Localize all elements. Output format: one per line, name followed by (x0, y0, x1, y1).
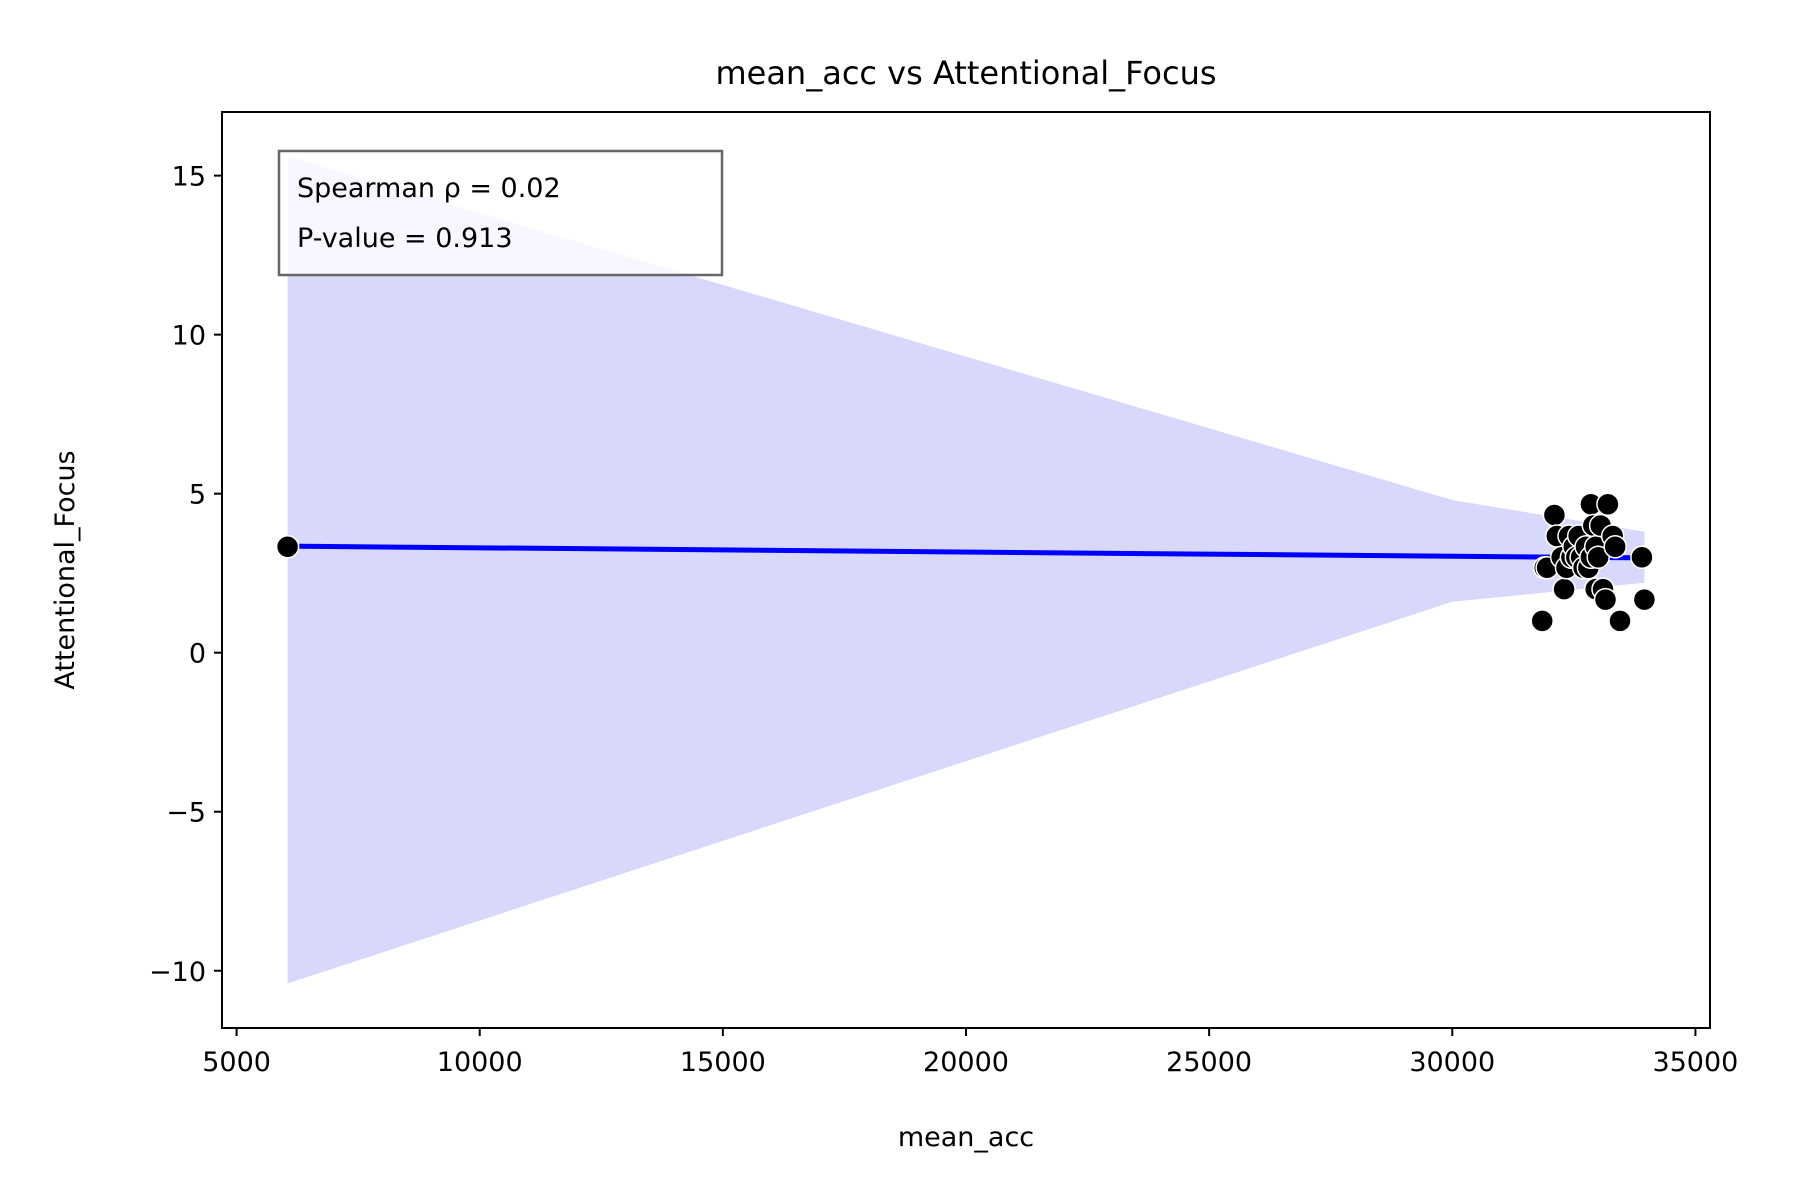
y-axis: −10 −5 0 5 10 15 (149, 162, 222, 988)
x-tick-label: 15000 (680, 1047, 766, 1078)
data-point (1552, 577, 1576, 601)
data-point (1603, 535, 1627, 559)
data-point (1632, 587, 1657, 612)
data-point (1630, 545, 1654, 570)
y-tick-label: 0 (189, 639, 206, 670)
p-value-text: P-value = 0.913 (297, 223, 513, 254)
x-tick-label: 25000 (1166, 1047, 1252, 1078)
data-point (1530, 609, 1554, 633)
y-tick-label: −5 (166, 798, 206, 829)
data-point (275, 535, 300, 559)
y-tick-label: 10 (172, 321, 206, 352)
y-tick-label: −10 (149, 957, 206, 988)
x-tick-label: 20000 (923, 1047, 1009, 1078)
plot-area (275, 156, 1657, 984)
regression-line (285, 543, 1647, 561)
x-tick-label: 10000 (437, 1047, 523, 1078)
chart-title: mean_acc vs Attentional_Focus (715, 54, 1216, 92)
x-tick-label: 5000 (202, 1047, 271, 1078)
x-axis: 5000 10000 15000 20000 25000 30000 35000 (202, 1028, 1738, 1078)
stats-annotation-box (277, 149, 724, 277)
x-tick-label: 30000 (1409, 1047, 1495, 1078)
data-point (1608, 609, 1632, 633)
stats-annotation: Spearman ρ = 0.02 P-value = 0.913 (277, 149, 724, 277)
x-tick-label: 35000 (1652, 1047, 1738, 1078)
data-point (1593, 587, 1618, 612)
x-axis-label: mean_acc (898, 1122, 1034, 1153)
confidence-band (287, 156, 1645, 984)
scatter-points (275, 492, 1657, 633)
data-point (1596, 492, 1620, 516)
spearman-text: Spearman ρ = 0.02 (297, 173, 561, 204)
y-tick-label: 5 (189, 480, 206, 511)
data-point (1586, 545, 1610, 570)
y-axis-label: Attentional_Focus (50, 450, 81, 689)
y-tick-label: 15 (172, 162, 206, 193)
data-point (1542, 503, 1567, 527)
